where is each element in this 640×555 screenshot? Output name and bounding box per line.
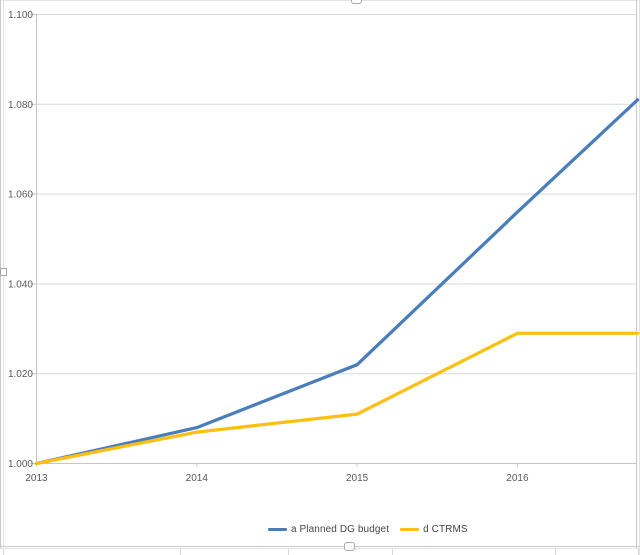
resize-handle-bottom-center[interactable] — [344, 542, 355, 551]
chart-legend[interactable]: a Planned DG budget d CTRMS — [268, 524, 468, 535]
x-tick-label: 2014 — [186, 473, 209, 484]
column-gridline-stub — [180, 549, 181, 555]
chart-frame-right — [636, 0, 637, 548]
y-tick-label: 1.020 — [8, 369, 33, 380]
chart-frame-top — [2, 0, 638, 1]
y-tick-label: 1.100 — [8, 10, 33, 21]
chart-frame-bottom — [0, 546, 640, 547]
column-gridline-stub — [638, 549, 639, 555]
x-tick-label: 2013 — [25, 473, 48, 484]
resize-handle-left-middle[interactable] — [0, 268, 7, 276]
legend-swatch-yellow — [400, 528, 420, 531]
y-tick-label: 1.000 — [8, 459, 33, 470]
resize-handle-top-center[interactable] — [351, 0, 362, 4]
legend-label: d CTRMS — [423, 524, 468, 535]
column-gridline-stub — [555, 549, 556, 555]
x-tick-label: 2015 — [346, 473, 369, 484]
x-tick-label: 2016 — [506, 473, 529, 484]
legend-label: a Planned DG budget — [291, 524, 390, 535]
y-tick-label: 1.040 — [8, 279, 33, 290]
legend-item-planned-dg-budget[interactable]: a Planned DG budget — [268, 524, 389, 535]
series-line-planned-dg-budget[interactable] — [34, 98, 640, 466]
legend-item-ctrms[interactable]: d CTRMS — [400, 524, 468, 535]
y-tick-label: 1.080 — [8, 100, 33, 111]
column-gridline-stub — [392, 549, 393, 555]
y-tick-label: 1.060 — [8, 190, 33, 201]
column-gridline-stub — [288, 549, 289, 555]
chart-frame-bottom-outer — [0, 548, 640, 549]
series-line-ctrms[interactable] — [34, 331, 640, 466]
legend-swatch-blue — [268, 528, 287, 531]
column-gridline-stub — [3, 549, 4, 555]
